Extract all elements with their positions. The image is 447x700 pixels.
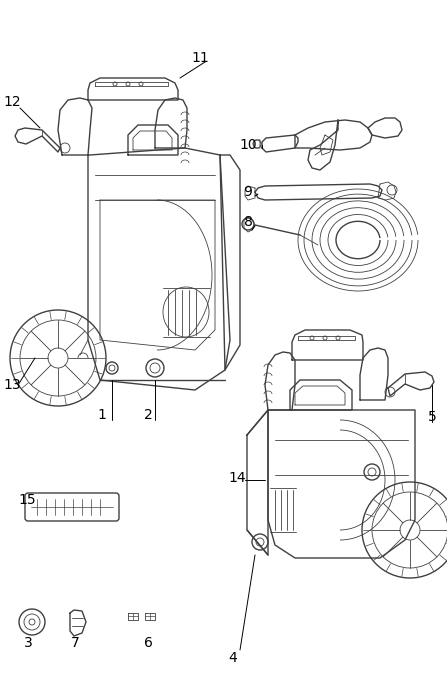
Text: 8: 8 <box>244 215 253 229</box>
Text: 5: 5 <box>428 410 436 424</box>
Text: 4: 4 <box>228 651 237 665</box>
Text: 13: 13 <box>3 378 21 392</box>
Text: 1: 1 <box>97 408 106 422</box>
Text: 3: 3 <box>24 636 32 650</box>
Text: 6: 6 <box>143 636 152 650</box>
Text: 2: 2 <box>143 408 152 422</box>
Text: 11: 11 <box>191 51 209 65</box>
Text: 10: 10 <box>239 138 257 152</box>
Text: 12: 12 <box>3 95 21 109</box>
Text: 15: 15 <box>18 493 36 507</box>
Text: 9: 9 <box>244 185 253 199</box>
Text: 7: 7 <box>71 636 80 650</box>
Text: 14: 14 <box>228 471 246 485</box>
